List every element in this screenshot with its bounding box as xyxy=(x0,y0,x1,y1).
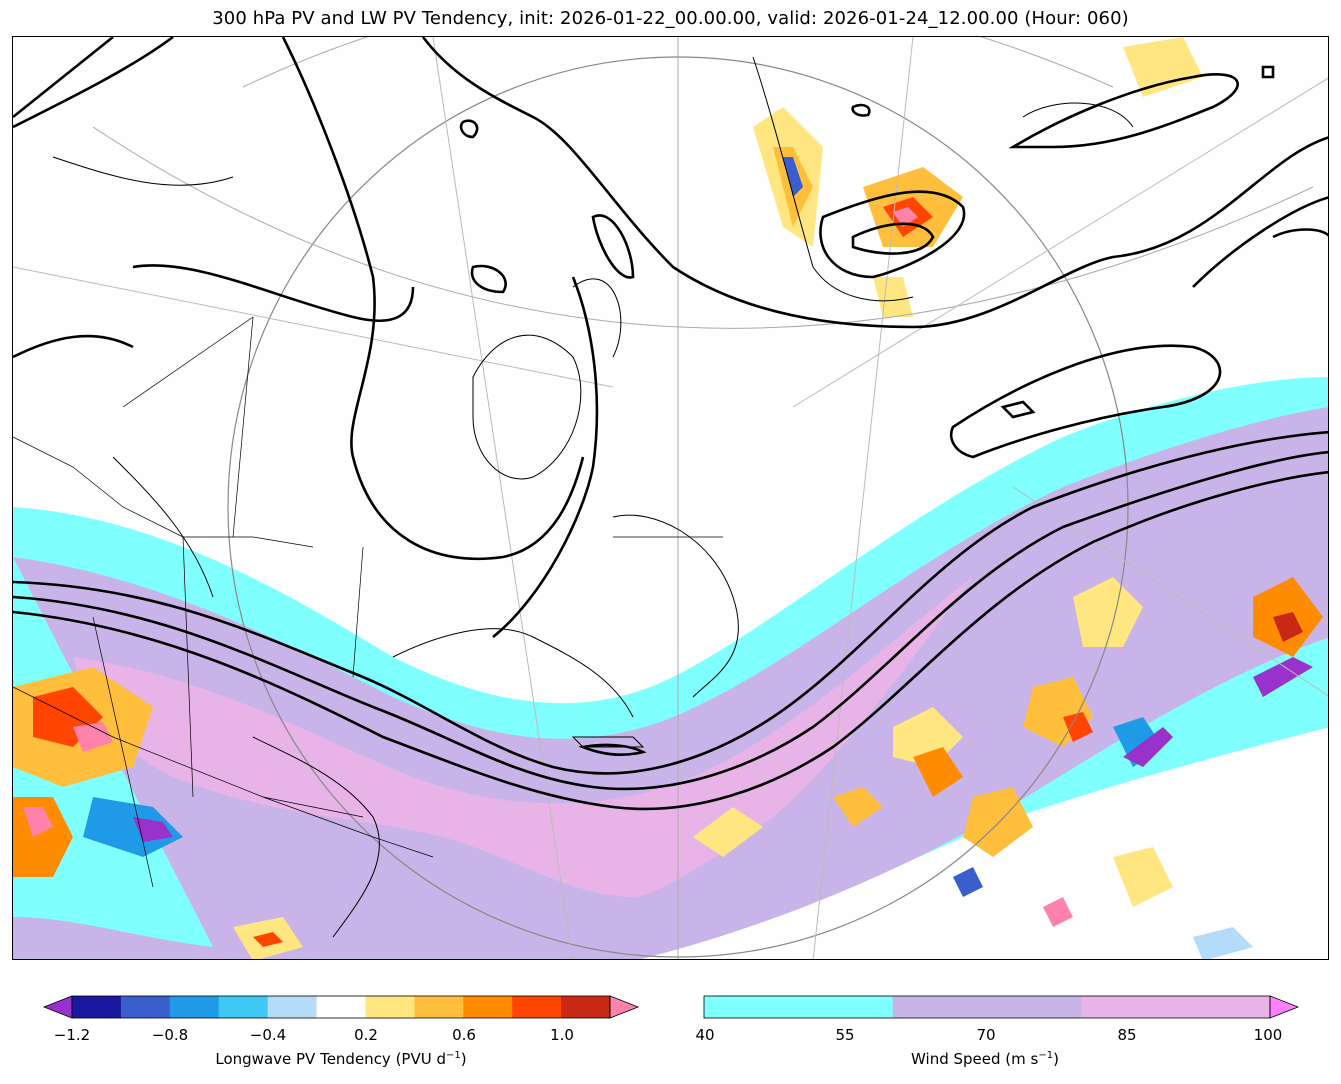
colorbar-segment xyxy=(1081,996,1271,1018)
map-panel xyxy=(12,36,1329,960)
colorbar-extend-low xyxy=(42,995,73,1019)
wind-tick-label: 55 xyxy=(835,1026,855,1044)
pv-tick-label: 0.2 xyxy=(354,1026,378,1044)
graticule-meridian xyxy=(792,77,1328,408)
colorbar-segment xyxy=(316,996,366,1018)
colorbar-border xyxy=(703,995,1271,1019)
wind-tick-label: 40 xyxy=(695,1026,715,1044)
jet-core-55-70 xyxy=(13,407,1328,959)
pv-tick-label: −0.8 xyxy=(151,1026,189,1044)
map-canvas xyxy=(13,37,1328,959)
colorbar-segment xyxy=(218,996,269,1018)
graticule-meridian xyxy=(13,266,614,388)
colorbar-segment xyxy=(704,996,894,1018)
pv-tendency-patches-west xyxy=(13,667,303,959)
wind-tick-label: 100 xyxy=(1253,1026,1283,1044)
colorbar-segment xyxy=(512,996,562,1018)
graticule-arc xyxy=(242,37,1114,88)
colorbar-extend-high xyxy=(1269,995,1300,1019)
plot-title: 300 hPa PV and LW PV Tendency, init: 202… xyxy=(212,8,1129,29)
colorbar-segment xyxy=(365,996,415,1018)
colorbar-segment xyxy=(463,996,513,1018)
political-boundaries xyxy=(13,316,723,888)
colorbar-segment xyxy=(892,996,1082,1018)
colorbar-segment xyxy=(414,996,464,1018)
wind-speed-colorbar-title: Wind Speed (m s−1) xyxy=(911,1050,1059,1068)
pv-tendency-colorbar-title: Longwave PV Tendency (PVU d−1) xyxy=(215,1050,467,1068)
graticule-arc-2 xyxy=(92,126,1314,329)
pv-tendency-colorbar xyxy=(42,995,640,1019)
colorbar-extend-high xyxy=(609,995,640,1019)
wind-speed-colorbar xyxy=(703,995,1300,1019)
wind-speed-colorbar-graphic xyxy=(703,995,1300,1019)
pv-tick-label: 1.0 xyxy=(550,1026,574,1044)
graticule-meridian xyxy=(1012,486,1328,697)
graticule-meridian xyxy=(812,37,914,959)
wind-tick-label: 85 xyxy=(1117,1026,1137,1044)
colorbar-segment xyxy=(561,996,611,1018)
pv-tendency-colorbar-graphic xyxy=(42,995,640,1019)
wind-tick-label: 70 xyxy=(976,1026,996,1044)
graticule-meridian xyxy=(432,37,574,959)
pv-tick-label: −1.2 xyxy=(53,1026,91,1044)
colorbar-border xyxy=(71,995,611,1019)
colorbar-segment xyxy=(267,996,318,1018)
colorbar-segment xyxy=(72,996,122,1018)
pv-tick-label: −0.4 xyxy=(249,1026,287,1044)
coastlines xyxy=(52,56,1134,938)
colorbar-segment xyxy=(120,996,171,1018)
colorbar-segment xyxy=(169,996,220,1018)
pv-tendency-patches-greenland xyxy=(753,37,1203,317)
pv-tick-label: 0.6 xyxy=(452,1026,476,1044)
pv-contours xyxy=(13,37,1328,811)
